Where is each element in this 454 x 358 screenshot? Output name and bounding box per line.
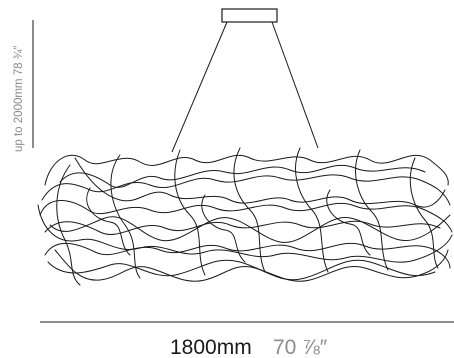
wave-strand bbox=[201, 194, 246, 263]
wave-strand bbox=[86, 187, 131, 256]
wave-strand bbox=[49, 214, 451, 243]
width-metric-label: 1800mm bbox=[170, 336, 252, 358]
wave-strand bbox=[41, 174, 451, 206]
suspension-cable-right bbox=[271, 21, 319, 149]
wave-strand bbox=[44, 154, 449, 186]
wave-strand bbox=[409, 157, 439, 269]
wave-strand bbox=[355, 149, 389, 271]
width-imperial-label: 70 ⅞″ bbox=[273, 336, 328, 358]
wave-strand bbox=[74, 157, 446, 208]
suspension-cable-left bbox=[171, 21, 228, 153]
wave-strand bbox=[37, 204, 453, 263]
wave-strand bbox=[295, 147, 329, 273]
ceiling-canopy bbox=[221, 8, 278, 23]
wave-strand bbox=[174, 149, 206, 276]
wave-strand bbox=[110, 154, 141, 279]
wave-strand bbox=[47, 259, 436, 281]
wave-strand bbox=[233, 147, 266, 273]
wave-strand bbox=[59, 164, 426, 188]
drop-dimension-label: up to 2000mm 78 ¾″ bbox=[13, 46, 25, 152]
wave-strand bbox=[54, 249, 449, 282]
wave-strand bbox=[39, 200, 453, 233]
wave-strand bbox=[44, 242, 451, 269]
wave-strand bbox=[56, 164, 81, 286]
wave-strand bbox=[326, 189, 371, 256]
wave-lamp-body bbox=[37, 147, 453, 286]
wave-strand bbox=[44, 220, 441, 235]
